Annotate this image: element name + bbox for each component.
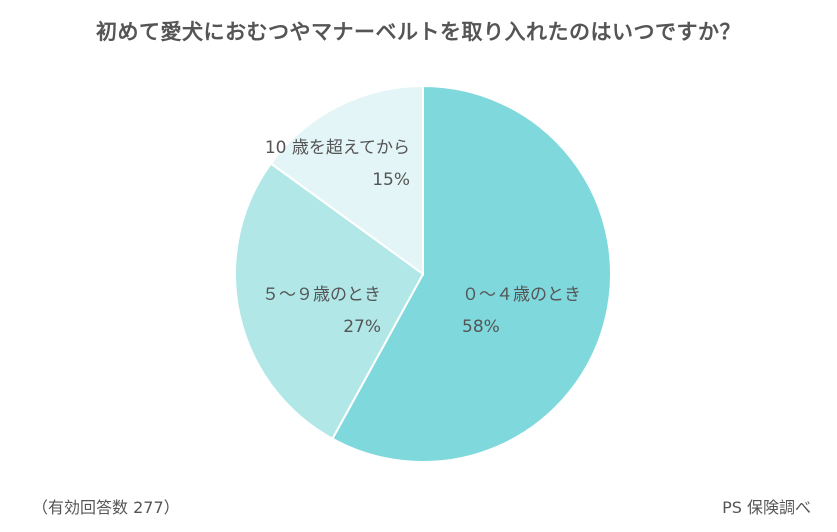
pie-labels: ０～４歳のとき 58% ５～９歳のとき 27% 10 歳を超えてから 15% bbox=[262, 138, 581, 337]
source-note: PS 保険調べ bbox=[722, 498, 811, 517]
slice-value-3: 15% bbox=[372, 170, 410, 190]
sample-size-note: （有効回答数 277） bbox=[32, 498, 180, 517]
pie-slices bbox=[234, 84, 612, 463]
slice-label-2: ５～９歳のとき bbox=[262, 285, 381, 305]
chart-title: 初めて愛犬におむつやマナーベルトを取り入れたのはいつですか？ bbox=[96, 20, 741, 44]
pie-slice-2 bbox=[234, 162, 425, 441]
slice-value-1: 58% bbox=[462, 317, 500, 337]
pie-slice-1 bbox=[331, 84, 612, 463]
slice-label-3: 10 歳を超えてから bbox=[265, 138, 410, 158]
slice-value-2: 27% bbox=[343, 317, 381, 337]
slice-label-1: ０～４歳のとき bbox=[462, 285, 581, 305]
pie-slice-3 bbox=[269, 84, 424, 276]
